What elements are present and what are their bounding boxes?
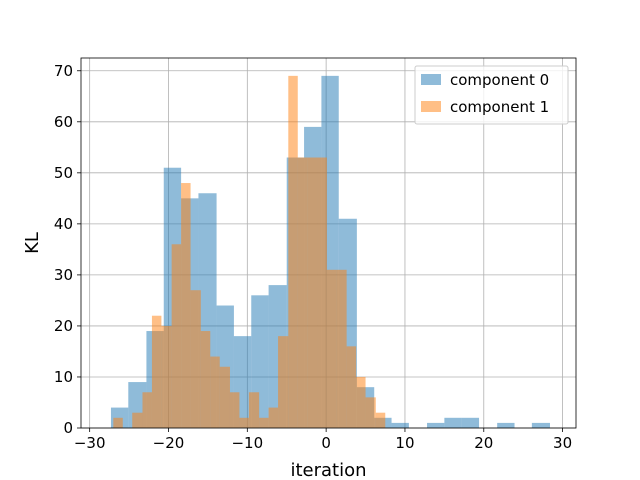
bar-component-0 xyxy=(444,417,462,428)
bar-component-1 xyxy=(297,157,308,428)
histogram-bars xyxy=(110,75,550,429)
y-tick-label: 60 xyxy=(54,113,73,131)
x-tick-label: 20 xyxy=(474,434,493,452)
bar-component-1 xyxy=(317,157,327,428)
bar-component-1 xyxy=(365,397,376,428)
y-tick-label: 10 xyxy=(54,368,73,386)
bar-component-1 xyxy=(336,269,347,428)
legend-box xyxy=(414,65,569,125)
bar-component-1 xyxy=(278,336,289,428)
bar-component-1 xyxy=(171,244,182,428)
bar-component-1 xyxy=(132,412,143,428)
bar-component-1 xyxy=(142,392,152,428)
y-tick-label: 40 xyxy=(54,215,73,233)
x-tick-label: 10 xyxy=(395,434,414,452)
x-tick-label: 0 xyxy=(321,434,331,452)
bar-component-1 xyxy=(259,417,269,428)
bar-component-0 xyxy=(497,422,515,428)
bar-component-1 xyxy=(181,183,191,428)
legend-label-component-1: component 1 xyxy=(450,98,549,116)
bar-component-1 xyxy=(346,346,357,428)
legend-swatch-component-0 xyxy=(421,74,441,85)
bar-component-1 xyxy=(151,315,162,428)
bar-component-1 xyxy=(307,157,318,428)
y-tick-label: 70 xyxy=(54,62,73,80)
bar-component-1 xyxy=(229,392,240,428)
bar-component-1 xyxy=(375,412,386,428)
bar-component-1 xyxy=(268,407,279,428)
y-tick-label: 20 xyxy=(54,317,73,335)
bar-component-1 xyxy=(248,392,260,428)
axis-ticks: −30 −20 −10 0 10 20 30 0 10 20 30 40 50 60 70 xyxy=(54,62,572,452)
bar-component-1 xyxy=(219,366,230,428)
bar-component-1 xyxy=(356,376,366,428)
legend-swatch-component-1 xyxy=(421,101,441,112)
bar-component-1 xyxy=(200,331,211,428)
legend-label-component-0: component 0 xyxy=(450,71,549,89)
bar-component-1 xyxy=(113,417,123,428)
y-axis-label: KL xyxy=(22,232,43,254)
x-tick-label: −30 xyxy=(74,434,106,452)
bar-component-0 xyxy=(461,417,480,428)
y-tick-label: 0 xyxy=(63,419,73,437)
bar-component-1 xyxy=(210,356,220,428)
bar-component-1 xyxy=(239,417,249,428)
bar-component-0 xyxy=(391,422,409,428)
y-tick-label: 30 xyxy=(54,266,73,284)
bar-component-0 xyxy=(427,422,445,428)
bar-component-1 xyxy=(190,290,201,428)
y-tick-label: 50 xyxy=(54,164,73,182)
x-axis-label: iteration xyxy=(290,460,366,480)
bar-component-1 xyxy=(326,269,337,428)
bar-component-1 xyxy=(161,325,172,428)
bar-component-0 xyxy=(531,422,550,428)
legend: component 0 component 1 xyxy=(414,65,569,125)
x-tick-label: −10 xyxy=(231,434,263,452)
axes-frame xyxy=(80,57,577,429)
x-tick-label: −20 xyxy=(153,434,185,452)
x-tick-label: 30 xyxy=(553,434,572,452)
bar-component-1 xyxy=(288,75,298,429)
